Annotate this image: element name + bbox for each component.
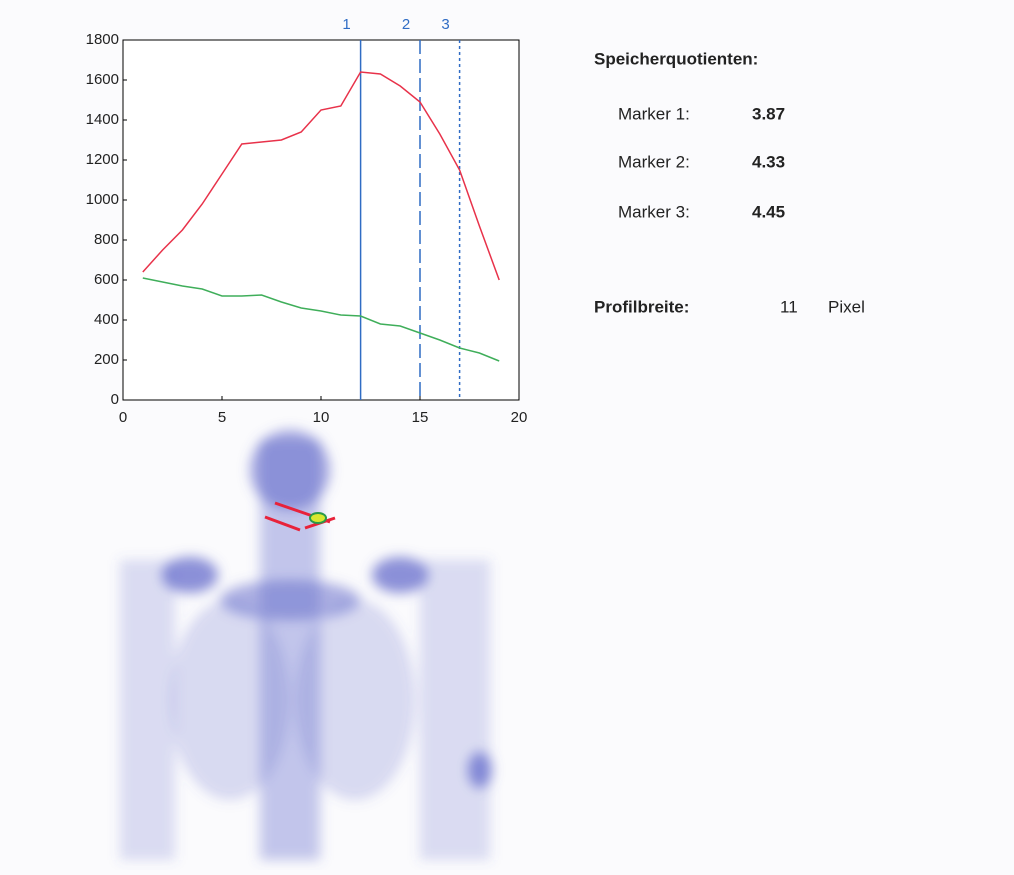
x-tick-label: 5 bbox=[218, 409, 226, 426]
row-label: Marker 2: bbox=[618, 152, 690, 171]
row-label: Marker 3: bbox=[618, 202, 690, 221]
x-tick-label: 20 bbox=[511, 409, 528, 426]
y-tick-label: 0 bbox=[111, 391, 119, 408]
y-tick-label: 1200 bbox=[86, 151, 119, 168]
y-tick-label: 1400 bbox=[86, 111, 119, 128]
marker-label: 1 bbox=[342, 16, 350, 33]
y-tick-label: 1000 bbox=[86, 191, 119, 208]
marker-label: 2 bbox=[402, 16, 410, 33]
y-tick-label: 200 bbox=[94, 351, 119, 368]
y-tick-label: 600 bbox=[94, 271, 119, 288]
screen: Speicherquotienten: Marker 1: 3.87 Marke… bbox=[0, 0, 1014, 870]
y-tick-label: 1600 bbox=[86, 71, 119, 88]
row-value: 4.45 bbox=[752, 202, 785, 221]
page: Speicherquotienten: Marker 1: 3.87 Marke… bbox=[0, 0, 1014, 875]
y-tick-label: 800 bbox=[94, 231, 119, 248]
bone-scan-image bbox=[120, 430, 492, 860]
x-tick-label: 10 bbox=[313, 409, 330, 426]
x-tick-label: 0 bbox=[119, 409, 127, 426]
y-tick-label: 400 bbox=[94, 311, 119, 328]
width-label: Profilbreite: bbox=[594, 297, 689, 316]
width-unit: Pixel bbox=[828, 297, 865, 316]
row-value: 4.33 bbox=[752, 152, 785, 171]
row-value: 3.87 bbox=[752, 104, 785, 123]
quotient-panel: Speicherquotienten: Marker 1: 3.87 Marke… bbox=[594, 49, 865, 316]
x-tick-label: 15 bbox=[412, 409, 429, 426]
marker-label: 3 bbox=[441, 16, 449, 33]
panel-title: Speicherquotienten: bbox=[594, 49, 758, 68]
row-label: Marker 1: bbox=[618, 104, 690, 123]
width-value: 11 bbox=[780, 297, 798, 316]
y-tick-label: 1800 bbox=[86, 31, 119, 48]
